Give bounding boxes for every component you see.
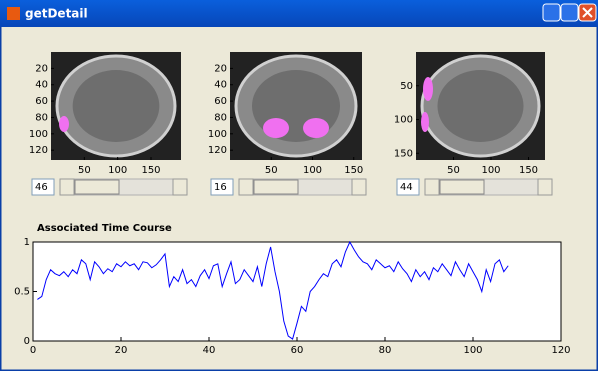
x-tick-label: 100: [463, 345, 482, 356]
window-title: getDetail: [25, 7, 88, 21]
slider-thumb[interactable]: [254, 180, 298, 194]
y-tick-label: 80: [214, 112, 227, 123]
x-tick-label: 100: [303, 165, 322, 176]
x-tick-label: 50: [265, 165, 278, 176]
slider-left-arrow[interactable]: [239, 179, 253, 195]
slider-left-arrow[interactable]: [425, 179, 439, 195]
x-tick-label: 80: [379, 345, 392, 356]
y-tick-label: 20: [35, 63, 48, 74]
x-tick-label: 100: [481, 165, 500, 176]
y-tick-label: 150: [394, 148, 413, 159]
y-tick-label: 100: [29, 129, 48, 140]
activation-blob: [263, 118, 289, 138]
y-tick-label: 40: [35, 80, 48, 91]
y-tick-label: 120: [208, 145, 227, 156]
x-tick-label: 60: [291, 345, 304, 356]
chart-title: Associated Time Course: [37, 223, 172, 234]
x-tick-label: 150: [344, 165, 363, 176]
activation-blob: [423, 77, 433, 101]
y-tick-label: 60: [214, 96, 227, 107]
slider-right-arrow[interactable]: [352, 179, 366, 195]
y-tick-label: 100: [394, 115, 413, 126]
x-tick-label: 150: [141, 165, 160, 176]
y-tick-label: 40: [214, 80, 227, 91]
y-tick-label: 1: [24, 237, 30, 248]
maximize-button[interactable]: [561, 4, 578, 21]
slider-right-arrow[interactable]: [538, 179, 552, 195]
x-tick-label: 20: [115, 345, 128, 356]
x-tick-label: 40: [203, 345, 216, 356]
slider-left-arrow[interactable]: [60, 179, 74, 195]
y-tick-label: 60: [35, 96, 48, 107]
x-tick-label: 100: [108, 165, 127, 176]
slider-value: 44: [400, 182, 413, 193]
y-tick-label: 80: [35, 112, 48, 123]
x-tick-label: 0: [30, 345, 36, 356]
x-tick-label: 150: [519, 165, 538, 176]
y-tick-label: 100: [208, 129, 227, 140]
activation-blob: [59, 116, 69, 132]
slider-value: 16: [214, 182, 227, 193]
slider-thumb[interactable]: [440, 180, 484, 194]
slider-thumb[interactable]: [75, 180, 119, 194]
activation-blob: [303, 118, 329, 138]
slider-value: 46: [35, 182, 48, 193]
brain-inner: [438, 70, 524, 142]
activation-blob: [421, 112, 429, 132]
minimize-button[interactable]: [543, 4, 560, 21]
y-tick-label: 50: [400, 81, 413, 92]
x-tick-label: 50: [78, 165, 91, 176]
app-icon: [7, 7, 20, 20]
y-tick-label: 0.5: [14, 287, 30, 298]
title-bar: [0, 0, 598, 27]
x-tick-label: 50: [447, 165, 460, 176]
slider-right-arrow[interactable]: [173, 179, 187, 195]
y-tick-label: 0: [24, 336, 30, 347]
window: getDetail 501001502040608010012046501001…: [0, 0, 598, 371]
y-tick-label: 20: [214, 63, 227, 74]
x-tick-label: 120: [551, 345, 570, 356]
brain-inner: [73, 70, 160, 142]
y-tick-label: 120: [29, 145, 48, 156]
